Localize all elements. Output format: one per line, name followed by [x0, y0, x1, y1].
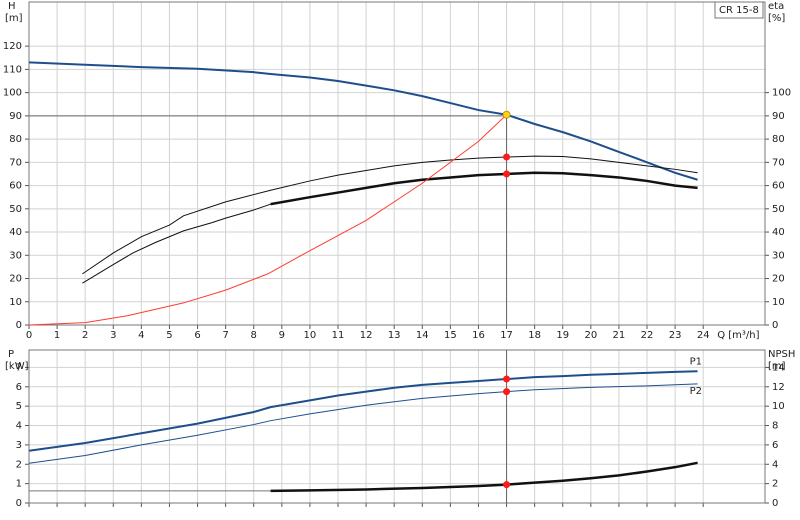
y2-axis-unit: [m]	[768, 361, 786, 372]
duty-point	[503, 153, 511, 161]
duty-point	[502, 110, 511, 119]
y2-tick-label: 40	[772, 227, 785, 238]
y-tick-label: 1	[16, 479, 22, 490]
y2-axis-label: NPSH	[768, 349, 795, 360]
x-tick-label: 23	[669, 330, 682, 341]
curve	[28, 383, 698, 464]
y2-tick-label: 100	[772, 88, 791, 99]
x-tick-label: 2	[82, 330, 88, 341]
x-tick-label: 6	[194, 330, 200, 341]
y-tick-label: 80	[9, 134, 22, 145]
y-tick-label: 7	[16, 362, 22, 373]
y2-tick-label: 6	[772, 440, 778, 451]
curve	[28, 61, 698, 181]
y-tick-label: 5	[16, 401, 22, 412]
chart-panel: 0 1 2 3 4 5 6 7 8 9 10 11 12 13 14 15 16 17 18 19 20 21 22 23 24…	[3, 1, 791, 341]
curve	[270, 461, 698, 493]
plot-frame	[28, 1, 766, 326]
y-tick-label: 30	[9, 250, 22, 261]
curve	[270, 171, 698, 206]
model-tag: CR 15-8	[719, 5, 759, 16]
y2-tick-label: 10	[772, 401, 785, 412]
y-tick-label: 50	[9, 204, 22, 215]
y-tick-label: 10	[9, 297, 22, 308]
y2-tick-label: 70	[772, 157, 785, 168]
y-tick-label: 20	[9, 274, 22, 285]
y2-tick-label: 30	[772, 250, 785, 261]
y-tick-label: 110	[3, 64, 22, 75]
x-tick-label: 11	[332, 330, 345, 341]
y-tick-label: 90	[9, 111, 22, 122]
duty-point	[503, 481, 511, 489]
y-tick-label: 3	[16, 440, 22, 451]
y-tick-label: 0	[16, 498, 22, 509]
y2-tick-label: 12	[772, 382, 785, 393]
model-tag-box	[714, 1, 764, 19]
y-tick-label: 70	[9, 157, 22, 168]
x-tick-label: 7	[222, 330, 228, 341]
x-tick-label: 19	[556, 330, 569, 341]
y-tick-label: 60	[9, 181, 22, 192]
y-axis-label: P	[8, 349, 14, 360]
curve	[82, 203, 271, 284]
y-tick-label: 40	[9, 227, 22, 238]
duty-point	[503, 388, 511, 396]
y-tick-label: 100	[3, 88, 22, 99]
x-tick-label: 22	[641, 330, 654, 341]
x-tick-label: 5	[166, 330, 172, 341]
y2-tick-label: 14	[772, 362, 785, 373]
x-tick-label: 15	[444, 330, 457, 341]
x-tick-label: 12	[360, 330, 373, 341]
x-tick-label: 16	[472, 330, 485, 341]
y-tick-label: 4	[16, 421, 22, 432]
duty-point	[503, 375, 511, 383]
curve	[82, 155, 698, 275]
y-axis-label: H	[8, 1, 16, 12]
y2-tick-label: 10	[772, 297, 785, 308]
y-axis-unit: [kW]	[5, 361, 29, 372]
x-tick-label: 3	[110, 330, 116, 341]
duty-point	[503, 170, 511, 178]
y2-tick-label: 0	[772, 320, 778, 331]
x-tick-label: 20	[584, 330, 597, 341]
y2-tick-label: 4	[772, 459, 778, 470]
x-axis-label: Q [m³/h]	[717, 330, 759, 341]
x-tick-label: 18	[528, 330, 541, 341]
y-tick-label: 2	[16, 459, 22, 470]
x-tick-label: 24	[697, 330, 710, 341]
x-tick-label: 17	[500, 330, 513, 341]
x-tick-label: 9	[279, 330, 285, 341]
y2-tick-label: 90	[772, 111, 785, 122]
curve-label: P2	[690, 386, 702, 397]
y2-tick-label: 20	[772, 274, 785, 285]
x-tick-label: 4	[138, 330, 144, 341]
x-tick-label: 14	[416, 330, 429, 341]
y2-tick-label: 80	[772, 134, 785, 145]
y-tick-label: 120	[3, 41, 22, 52]
x-tick-label: 8	[251, 330, 257, 341]
y2-axis-label: eta	[768, 1, 784, 12]
x-tick-label: 0	[26, 330, 32, 341]
curve	[28, 370, 698, 452]
y-axis-unit: [m]	[5, 13, 23, 24]
x-tick-label: 13	[388, 330, 401, 341]
y-tick-label: 6	[16, 382, 22, 393]
y2-tick-label: 8	[772, 421, 778, 432]
curve	[28, 114, 507, 326]
y2-tick-label: 60	[772, 181, 785, 192]
y2-tick-label: 2	[772, 479, 778, 490]
x-tick-label: 21	[613, 330, 626, 341]
y-tick-label: 0	[16, 320, 22, 331]
plot-frame	[28, 349, 766, 504]
y2-tick-label: 0	[772, 498, 778, 509]
x-tick-label: 1	[54, 330, 60, 341]
curve-label: P1	[690, 356, 702, 367]
y2-tick-label: 50	[772, 204, 785, 215]
x-tick-label: 10	[304, 330, 317, 341]
y2-axis-unit: [%]	[768, 13, 785, 24]
